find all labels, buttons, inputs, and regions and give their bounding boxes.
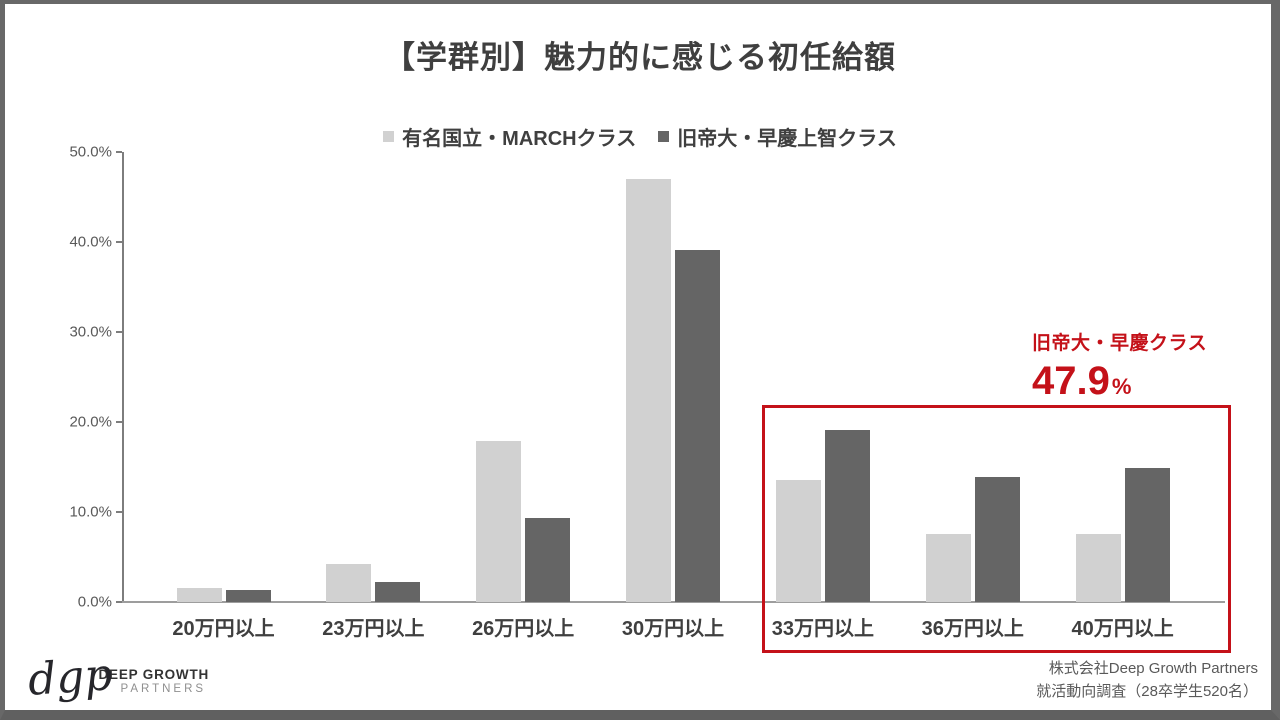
page-title: 【学群別】魅力的に感じる初任給額 xyxy=(384,40,896,75)
x-axis-label: 40万円以上 xyxy=(1071,618,1174,640)
y-axis-tick xyxy=(116,241,122,243)
highlight-box xyxy=(762,405,1231,653)
bar-series-2 xyxy=(375,582,421,602)
bar-series-2 xyxy=(824,430,870,602)
logo-wordmark: DEEP GROWTH PARTNERS xyxy=(99,667,210,695)
bar-series-1 xyxy=(476,440,522,602)
bar-series-1 xyxy=(925,533,971,602)
x-axis-label: 23万円以上 xyxy=(322,618,425,640)
legend-swatch-light-icon xyxy=(383,131,395,142)
annotation-callout: 旧帝大・早慶クラス 47.9 % xyxy=(1032,328,1207,404)
y-axis-tick xyxy=(116,331,122,333)
y-axis-label: 40.0% xyxy=(69,233,112,251)
y-axis-tick xyxy=(116,421,122,423)
source-line-1: 株式会社Deep Growth Partners xyxy=(1048,660,1258,677)
legend-item-march: 有名国立・MARCHクラス xyxy=(383,122,636,151)
x-axis-label: 20万円以上 xyxy=(172,618,275,640)
legend-label-march: 有名国立・MARCHクラス xyxy=(402,128,637,150)
x-axis-label: 26万円以上 xyxy=(472,618,575,640)
bar-series-1 xyxy=(326,564,372,602)
source-line-2: 就活動向調査（28卒学生520名） xyxy=(1036,682,1258,700)
y-axis-label: 10.0% xyxy=(69,503,112,521)
chart-legend: 有名国立・MARCHクラス 旧帝大・早慶上智クラス xyxy=(0,122,1280,151)
x-axis-label: 36万円以上 xyxy=(921,618,1024,640)
y-axis-label: 50.0% xyxy=(69,143,112,161)
bar-series-2 xyxy=(675,250,721,602)
annotation-value: 47.9 xyxy=(1032,359,1110,403)
legend-swatch-dark-icon xyxy=(658,131,670,142)
annotation-value-row: 47.9 % xyxy=(1032,359,1207,404)
y-axis-tick xyxy=(116,601,122,603)
logo-dgp-script: dgp xyxy=(26,649,115,706)
annotation-label: 旧帝大・早慶クラス xyxy=(1032,333,1208,354)
logo-partners: PARTNERS xyxy=(120,683,207,695)
legend-label-kyutei: 旧帝大・早慶上智クラス xyxy=(677,128,897,150)
annotation-unit: % xyxy=(1111,374,1132,399)
bar-series-1 xyxy=(775,479,821,602)
y-axis-label: 20.0% xyxy=(69,413,112,431)
y-axis-label: 0.0% xyxy=(77,593,112,611)
source-note: 株式会社Deep Growth Partners 就活動向調査（28卒学生520… xyxy=(1036,658,1258,703)
y-axis-tick xyxy=(116,151,122,153)
bar-series-1 xyxy=(1075,533,1121,602)
x-axis-line xyxy=(122,601,1225,603)
bar-series-2 xyxy=(525,518,571,602)
bar-series-2 xyxy=(974,476,1020,602)
bar-series-2 xyxy=(225,590,271,602)
legend-item-kyutei: 旧帝大・早慶上智クラス xyxy=(658,122,897,151)
company-logo: dgp DEEP GROWTH PARTNERS xyxy=(26,649,210,706)
bar-series-1 xyxy=(626,179,672,602)
bar-series-2 xyxy=(1124,467,1170,602)
y-axis-line xyxy=(122,152,124,602)
x-axis-label: 33万円以上 xyxy=(771,618,875,640)
y-axis-label: 30.0% xyxy=(69,323,112,341)
x-axis-label: 30万円以上 xyxy=(621,618,725,640)
bar-series-1 xyxy=(176,587,222,602)
y-axis-tick xyxy=(116,511,122,513)
logo-deep-growth: DEEP GROWTH xyxy=(98,667,210,682)
